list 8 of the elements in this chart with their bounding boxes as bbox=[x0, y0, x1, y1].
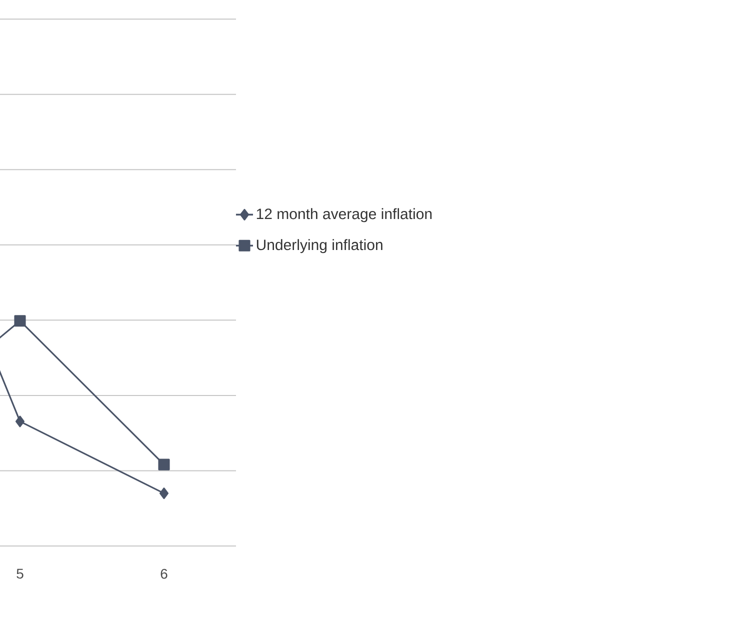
x-tick-label: 6 bbox=[160, 568, 168, 579]
point bbox=[158, 458, 170, 470]
point bbox=[159, 488, 169, 500]
legend-label: Underlying inflation bbox=[256, 239, 382, 254]
legend-label: 12 month average inflation bbox=[256, 208, 432, 222]
point bbox=[14, 315, 26, 327]
point bbox=[15, 416, 25, 428]
x-tick-label: 5 bbox=[16, 568, 24, 579]
